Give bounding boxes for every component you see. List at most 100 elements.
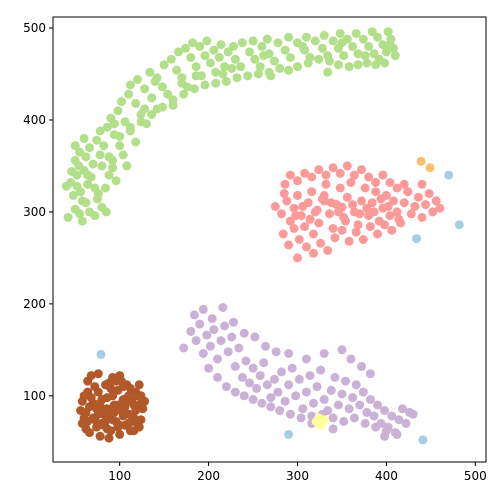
point-s0-15	[101, 207, 111, 217]
point-s1-79	[385, 178, 395, 187]
point-s2-26	[277, 367, 286, 377]
point-s1-49	[294, 235, 304, 244]
point-s0-166	[266, 71, 276, 81]
point-s1-56	[344, 236, 354, 246]
point-s0-73	[230, 54, 240, 64]
point-s0-153	[61, 181, 71, 191]
point-s0-131	[232, 73, 242, 83]
point-s0-157	[191, 71, 201, 81]
point-s2-51	[365, 395, 375, 404]
point-s2-90	[250, 332, 260, 342]
point-s2-18	[248, 363, 258, 373]
point-s2-33	[301, 387, 311, 397]
point-s3-73	[118, 411, 128, 421]
point-s1-27	[371, 187, 381, 197]
point-s0-26	[95, 126, 105, 136]
point-s2-0	[179, 343, 189, 353]
point-s0-132	[221, 76, 231, 86]
point-s1-53	[323, 246, 333, 255]
point-s2-10	[220, 321, 230, 331]
point-s2-53	[373, 400, 382, 410]
point-s1-52	[316, 238, 326, 248]
point-s2-47	[351, 380, 361, 390]
point-s0-122	[325, 56, 334, 66]
point-s0-31	[122, 161, 132, 171]
point-s0-22	[99, 141, 109, 151]
point-s1-62	[387, 225, 397, 235]
point-s2-44	[341, 376, 350, 386]
point-s3-38	[108, 391, 118, 401]
point-s3-47	[81, 424, 91, 434]
point-s1-37	[406, 209, 416, 219]
point-s2-61	[401, 418, 411, 428]
point-s0-172	[83, 170, 93, 180]
point-s0-70	[220, 62, 230, 72]
point-s1-15	[328, 224, 338, 233]
point-s2-73	[285, 409, 295, 419]
point-s0-109	[373, 32, 382, 42]
point-s1-55	[337, 225, 347, 235]
point-s0-27	[102, 122, 112, 132]
point-s0-25	[111, 176, 121, 186]
point-s3-79	[140, 396, 150, 406]
point-s0-163	[385, 40, 395, 50]
point-s0-21	[92, 135, 102, 145]
point-s0-123	[314, 54, 324, 64]
point-s1-72	[335, 168, 345, 178]
point-s2-78	[339, 417, 349, 426]
point-s3-63	[76, 406, 86, 415]
point-s3-58	[120, 402, 130, 412]
point-s2-17	[245, 378, 254, 388]
point-s1-31	[385, 211, 395, 221]
point-s2-81	[371, 422, 381, 432]
point-s0-69	[214, 53, 224, 62]
point-s2-3	[195, 319, 205, 329]
point-s2-15	[237, 372, 247, 382]
point-s5-1	[425, 163, 435, 173]
point-s0-148	[97, 161, 107, 171]
point-s1-101	[417, 179, 427, 189]
point-s0-96	[319, 30, 329, 40]
point-s1-35	[399, 198, 409, 208]
point-s1-20	[346, 178, 356, 187]
point-s2-71	[266, 402, 276, 412]
series-2	[179, 303, 418, 441]
point-s4-0	[96, 349, 106, 359]
x-axis: 100 200 300 400 500	[108, 462, 487, 483]
point-s0-121	[333, 60, 343, 70]
point-s2-9	[216, 336, 226, 346]
point-s0-129	[253, 69, 263, 79]
point-s0-170	[115, 132, 125, 141]
point-s2-87	[218, 303, 228, 312]
point-s1-22	[353, 220, 363, 230]
point-s0-138	[157, 102, 167, 112]
point-s0-94	[317, 43, 327, 53]
point-s0-161	[337, 38, 347, 48]
point-s0-34	[120, 117, 130, 127]
point-s0-65	[205, 58, 215, 68]
point-s0-164	[360, 51, 370, 61]
point-s2-77	[328, 413, 338, 423]
point-s2-43	[337, 389, 347, 399]
point-s1-59	[365, 222, 375, 232]
point-s0-44	[140, 84, 150, 94]
point-s1-14	[325, 209, 334, 219]
point-s2-85	[198, 304, 208, 314]
point-s1-87	[326, 198, 336, 208]
point-s0-45	[147, 93, 157, 103]
point-s2-97	[346, 354, 356, 364]
point-s1-69	[314, 165, 324, 175]
point-s0-77	[245, 47, 254, 57]
point-s1-13	[321, 179, 331, 189]
point-s2-102	[380, 431, 390, 441]
point-s1-46	[278, 229, 288, 239]
point-s1-61	[380, 220, 390, 230]
point-s1-42	[424, 189, 434, 198]
point-s2-20	[255, 371, 265, 381]
point-s1-36	[403, 187, 413, 197]
point-s1-82	[291, 211, 301, 221]
point-s0-167	[218, 69, 228, 79]
point-s0-79	[255, 62, 265, 72]
point-s2-21	[259, 358, 269, 368]
point-s0-139	[147, 110, 157, 119]
